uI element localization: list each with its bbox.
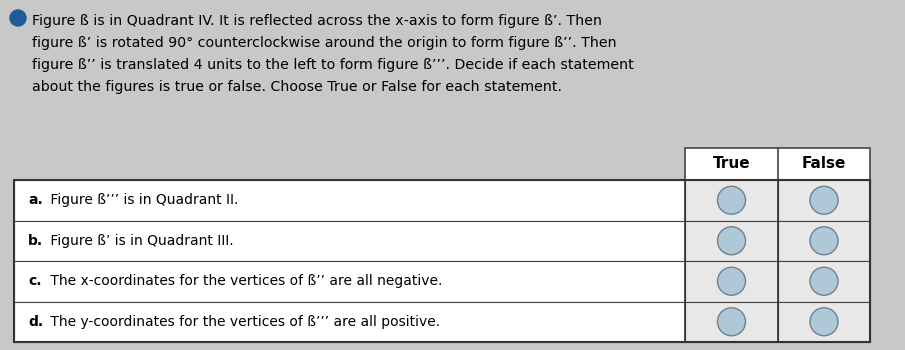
- FancyBboxPatch shape: [778, 220, 870, 261]
- Text: True: True: [713, 156, 750, 172]
- Text: Figure ß’’’ is in Quadrant II.: Figure ß’’’ is in Quadrant II.: [46, 193, 238, 207]
- FancyBboxPatch shape: [14, 301, 685, 342]
- Circle shape: [810, 308, 838, 336]
- FancyBboxPatch shape: [778, 180, 870, 220]
- Text: d.: d.: [28, 315, 43, 329]
- Circle shape: [718, 308, 746, 336]
- Text: False: False: [802, 156, 846, 172]
- FancyBboxPatch shape: [14, 261, 685, 301]
- Circle shape: [718, 267, 746, 295]
- Text: about the figures is true or false. Choose True or False for each statement.: about the figures is true or false. Choo…: [32, 80, 562, 94]
- FancyBboxPatch shape: [778, 301, 870, 342]
- Circle shape: [810, 186, 838, 214]
- Text: Figure ß is in Quadrant IV. It is reflected across the x-axis to form figure ß’.: Figure ß is in Quadrant IV. It is reflec…: [32, 14, 602, 28]
- Text: b.: b.: [28, 234, 43, 248]
- FancyBboxPatch shape: [685, 261, 778, 301]
- Text: figure ß’ is rotated 90° counterclockwise around the origin to form figure ß’’. : figure ß’ is rotated 90° counterclockwis…: [32, 36, 616, 50]
- Text: c.: c.: [28, 274, 42, 288]
- Text: The y-coordinates for the vertices of ß’’’ are all positive.: The y-coordinates for the vertices of ß’…: [46, 315, 440, 329]
- Text: a.: a.: [28, 193, 43, 207]
- FancyBboxPatch shape: [778, 261, 870, 301]
- FancyBboxPatch shape: [685, 148, 870, 180]
- FancyBboxPatch shape: [685, 220, 778, 261]
- Circle shape: [10, 10, 26, 26]
- Text: Figure ß’ is in Quadrant III.: Figure ß’ is in Quadrant III.: [46, 234, 233, 248]
- FancyBboxPatch shape: [685, 180, 778, 220]
- Circle shape: [810, 227, 838, 255]
- FancyBboxPatch shape: [14, 180, 685, 220]
- Circle shape: [718, 186, 746, 214]
- Circle shape: [810, 267, 838, 295]
- Text: The x-coordinates for the vertices of ß’’ are all negative.: The x-coordinates for the vertices of ß’…: [46, 274, 443, 288]
- FancyBboxPatch shape: [685, 301, 778, 342]
- FancyBboxPatch shape: [14, 220, 685, 261]
- Circle shape: [718, 227, 746, 255]
- Text: figure ß’’ is translated 4 units to the left to form figure ß’’’. Decide if each: figure ß’’ is translated 4 units to the …: [32, 58, 633, 72]
